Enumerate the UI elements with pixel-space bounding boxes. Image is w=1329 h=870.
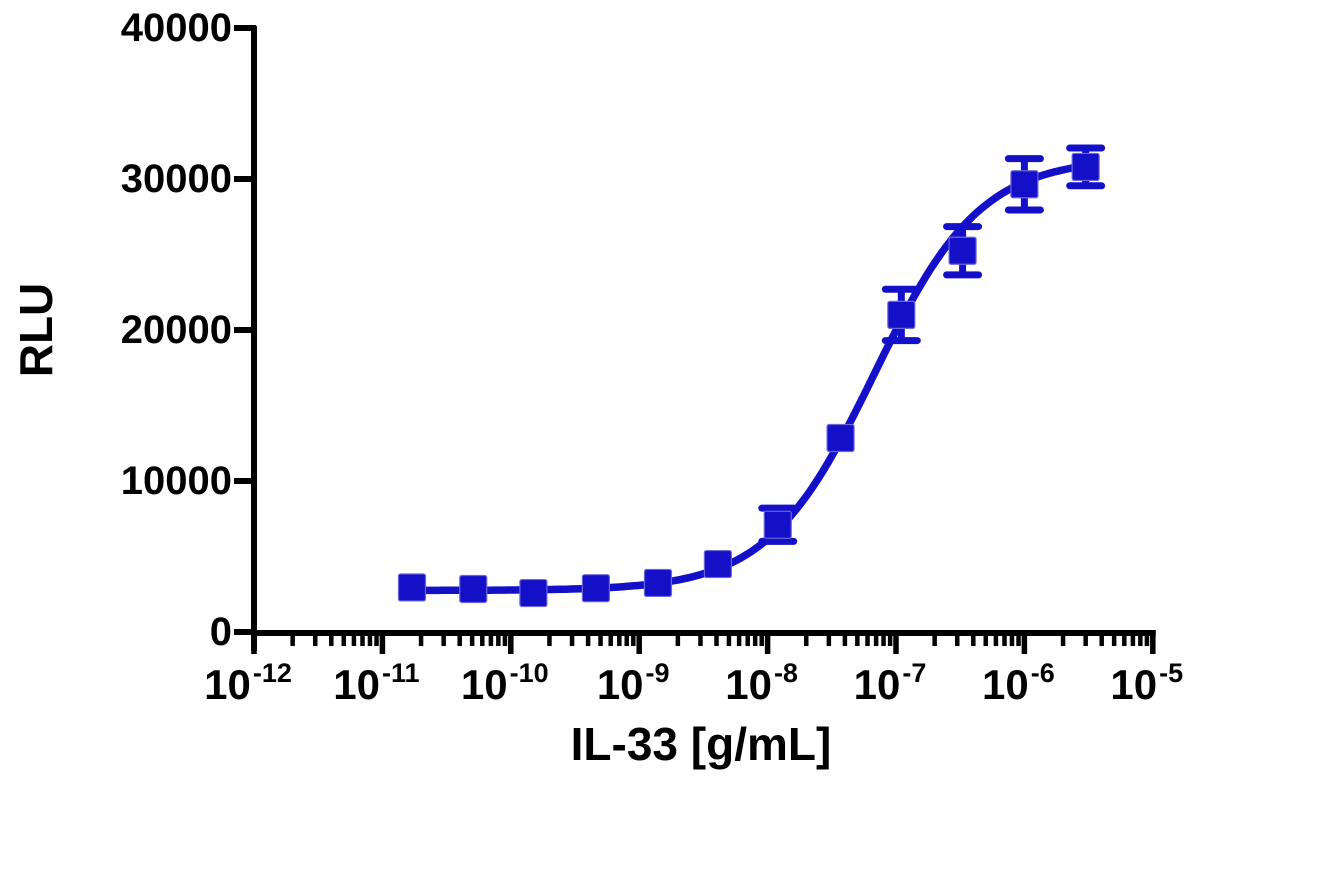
x-tick-label: 10-7 — [854, 658, 927, 708]
x-axis — [251, 630, 1156, 654]
y-tick-label: 10000 — [121, 459, 232, 503]
x-tick-label: 10-10 — [461, 658, 549, 708]
fit-curve — [408, 162, 1089, 595]
y-tick-labels: 0 10000 20000 30000 40000 — [121, 6, 232, 654]
data-point — [1010, 170, 1039, 199]
data-point — [581, 574, 610, 603]
x-tick-label: 10-6 — [982, 658, 1055, 708]
data-point — [397, 573, 427, 602]
x-tick-label: 10-8 — [725, 658, 798, 708]
x-tick-label: 10-9 — [597, 658, 670, 708]
data-point — [1071, 152, 1100, 182]
y-tick-label: 0 — [210, 610, 232, 654]
y-tick-label: 40000 — [121, 6, 232, 50]
y-axis — [234, 25, 257, 651]
data-point — [643, 568, 673, 598]
x-tick-label: 10-5 — [1110, 658, 1183, 708]
fit-curve-path — [408, 162, 1089, 595]
data-point — [519, 578, 548, 608]
data-point — [703, 549, 732, 579]
x-tick-labels: 10-12 10-11 10-10 10-9 10-8 10-7 10-6 10-5 — [204, 658, 1183, 708]
data-point — [826, 423, 855, 453]
x-axis-title: IL-33 [g/mL] — [571, 718, 832, 770]
y-tick-label: 30000 — [121, 157, 232, 201]
data-point — [948, 236, 977, 265]
x-tick-label: 10-11 — [333, 658, 419, 708]
data-point — [763, 510, 792, 539]
y-tick-label: 20000 — [121, 308, 232, 352]
data-point — [459, 574, 488, 604]
data-points — [397, 152, 1100, 608]
data-point — [887, 300, 916, 329]
y-axis-title: RLU — [10, 283, 62, 378]
x-tick-label: 10-12 — [204, 658, 292, 708]
